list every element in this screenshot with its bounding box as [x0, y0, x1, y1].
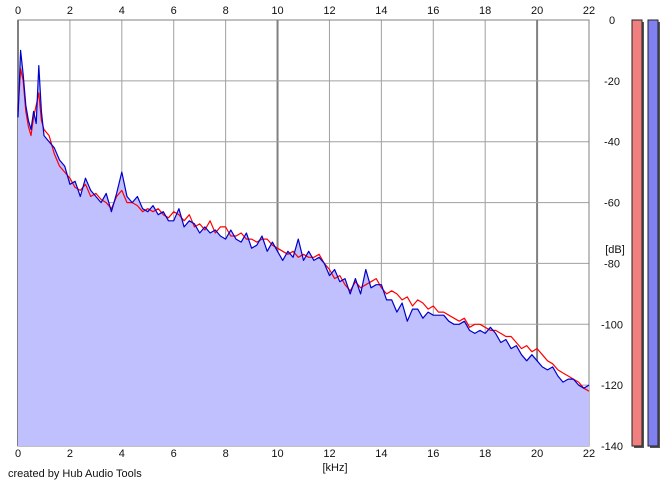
x-tick-label-bottom: 8 — [223, 448, 229, 460]
x-tick-label-top: 12 — [323, 5, 335, 17]
x-tick-label-bottom: 6 — [171, 448, 177, 460]
credit-text: created by Hub Audio Tools — [8, 468, 142, 480]
x-tick-label-top: 18 — [479, 5, 491, 17]
x-tick-label-top: 4 — [119, 5, 125, 17]
x-tick-label-bottom: 22 — [583, 448, 595, 460]
y-tick-label: 0 — [609, 15, 615, 27]
x-tick-label-bottom: 10 — [271, 448, 283, 460]
x-tick-label-top: 0 — [15, 5, 21, 17]
x-tick-label-bottom: 16 — [427, 448, 439, 460]
x-tick-labels-top: 0 2 4 6 8 10 12 14 16 18 20 22 — [15, 5, 595, 17]
x-tick-label-bottom: 14 — [375, 448, 387, 460]
y-axis-label: [dB] — [605, 244, 625, 256]
x-tick-label-bottom: 12 — [323, 448, 335, 460]
y-tick-label: -140 — [601, 441, 623, 453]
x-tick-label-top: 16 — [427, 5, 439, 17]
x-tick-label-bottom: 2 — [67, 448, 73, 460]
level-meters — [631, 19, 660, 448]
level-meter-1 — [631, 19, 643, 447]
x-tick-label-top: 14 — [375, 5, 387, 17]
level-meter-2 — [647, 19, 659, 447]
x-tick-label-top: 10 — [271, 5, 283, 17]
series-line-0 — [17, 68, 590, 392]
x-tick-label-top: 6 — [171, 5, 177, 17]
y-tick-labels: 0 -20 -40 -60 -80 -100 -120 -140 — [601, 15, 623, 453]
x-tick-label-top: 2 — [67, 5, 73, 17]
x-tick-label-top: 20 — [531, 5, 543, 17]
y-tick-label: -80 — [604, 258, 620, 270]
x-tick-label-top: 22 — [583, 5, 595, 17]
y-tick-label: -20 — [604, 76, 620, 88]
y-tick-label: -100 — [601, 319, 623, 331]
x-tick-label-bottom: 0 — [15, 448, 21, 460]
y-tick-label: -60 — [604, 198, 620, 210]
y-tick-label: -40 — [604, 137, 620, 149]
y-tick-label: -120 — [601, 380, 623, 392]
x-tick-label-bottom: 4 — [119, 448, 125, 460]
x-tick-label-bottom: 18 — [479, 448, 491, 460]
spectrum-fill-area — [18, 50, 589, 447]
series-line-1 — [17, 49, 590, 389]
x-tick-label-bottom: 20 — [531, 448, 543, 460]
x-tick-labels-bottom: 0 2 4 6 8 10 12 14 16 18 20 22 — [15, 448, 595, 460]
series-lines — [17, 49, 590, 392]
x-tick-label-top: 8 — [223, 5, 229, 17]
x-axis-label: [kHz] — [322, 462, 347, 474]
